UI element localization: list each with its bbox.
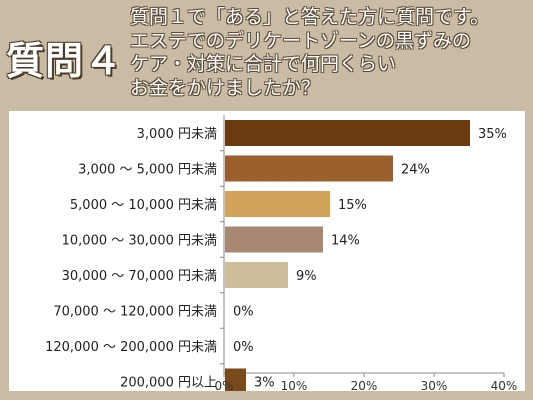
question-line: お金をかけましたか？ xyxy=(130,76,321,99)
question-number-badge: 質問４ xyxy=(6,39,124,83)
bar xyxy=(225,120,470,146)
x-tick-label: 40% xyxy=(491,379,518,391)
category-label: 70,000 ～ 120,000 円未満 xyxy=(53,305,217,320)
category-label: 3,000 円未満 xyxy=(137,127,217,142)
question-line: 質問１で「ある」と答えた方に質問です。 xyxy=(130,6,490,28)
x-tick-label: 10% xyxy=(281,379,308,391)
x-tick-label: 20% xyxy=(351,379,378,391)
value-label: 15% xyxy=(338,198,367,213)
question-text: 質問１で「ある」と答えた方に質問です。 エステでのデリケートゾーンの黒ずみの ケ… xyxy=(130,6,530,100)
value-label: 0% xyxy=(233,305,254,320)
bar xyxy=(225,368,246,391)
bar xyxy=(225,191,330,217)
question-line: エステでのデリケートゾーンの黒ずみの xyxy=(130,29,472,52)
bar xyxy=(225,155,393,182)
value-label: 24% xyxy=(401,163,430,178)
value-label: 9% xyxy=(296,269,317,284)
value-label: 35% xyxy=(478,127,507,142)
category-label: 3,000 ～ 5,000 円未満 xyxy=(78,163,217,178)
x-tick-label: 30% xyxy=(421,379,448,391)
category-label: 10,000 ～ 30,000 円未満 xyxy=(62,234,217,249)
category-label: 30,000 ～ 70,000 円未満 xyxy=(62,269,217,284)
bar-chart: 3,000 円未満 35% 3,000 ～ 5,000 円未満 24% 5,000 ～ … xyxy=(45,115,518,391)
category-label: 5,000 ～ 10,000 円未満 xyxy=(70,198,217,213)
value-label: 3% xyxy=(254,376,275,391)
question-line: ケア・対策に合計で何円くらい xyxy=(130,53,397,75)
value-label: 0% xyxy=(233,340,254,355)
chart-panel: 3,000 円未満 35% 3,000 ～ 5,000 円未満 24% 5,000 ～ … xyxy=(9,111,525,391)
x-tick-label: 0% xyxy=(214,379,233,391)
category-label: 200,000 円以上 xyxy=(120,376,217,391)
question-header: 質問４ 質問１で「ある」と答えた方に質問です。 エステでのデリケートゾーンの黒ず… xyxy=(0,0,533,110)
bar xyxy=(225,262,288,288)
value-label: 14% xyxy=(331,234,360,249)
category-label: 120,000 ～ 200,000 円未満 xyxy=(45,340,217,355)
bar xyxy=(225,226,323,253)
